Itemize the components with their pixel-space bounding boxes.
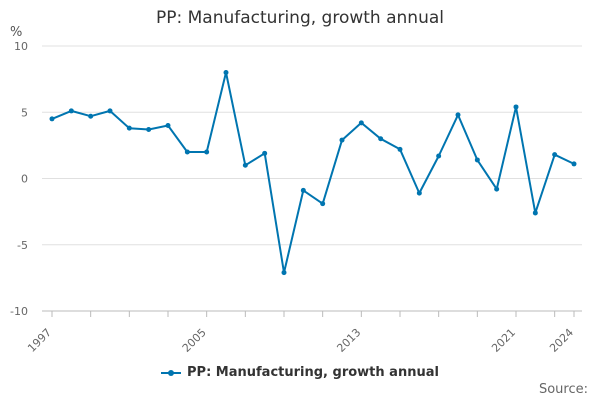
- y-tick-label: -5: [17, 239, 28, 252]
- data-point: [204, 149, 210, 155]
- data-point: [436, 153, 442, 159]
- data-point: [552, 152, 558, 158]
- y-axis-label: %: [10, 25, 22, 40]
- data-point: [68, 108, 74, 114]
- data-point: [513, 104, 519, 110]
- data-point: [378, 136, 384, 142]
- data-point: [262, 150, 268, 156]
- data-point: [107, 108, 113, 114]
- data-point: [358, 120, 364, 126]
- legend-swatch: [161, 368, 182, 378]
- x-tick-label: 2024: [547, 326, 576, 355]
- data-point: [455, 112, 461, 118]
- data-point: [339, 137, 345, 143]
- y-tick-label: 0: [21, 173, 28, 186]
- data-point: [532, 210, 538, 216]
- data-point: [223, 70, 229, 75]
- data-point: [88, 113, 94, 119]
- y-tick-label: 10: [14, 40, 28, 53]
- legend-label: PP: Manufacturing, growth annual: [187, 365, 439, 380]
- x-tick-label: 2013: [334, 326, 363, 355]
- legend: PP: Manufacturing, growth annual: [0, 365, 600, 380]
- chart-title: PP: Manufacturing, growth annual: [156, 8, 444, 28]
- source-label: Source:: [538, 382, 588, 397]
- data-point: [165, 123, 171, 128]
- data-point: [184, 149, 190, 155]
- y-tick-label: -10: [10, 305, 28, 318]
- data-point: [416, 190, 422, 196]
- data-point: [474, 157, 480, 163]
- data-point: [281, 270, 287, 276]
- x-tick-label: 2005: [180, 326, 209, 355]
- data-point: [494, 186, 500, 192]
- data-point: [320, 201, 326, 207]
- y-tick-label: 5: [21, 106, 28, 119]
- data-point: [49, 116, 55, 122]
- data-point: [242, 162, 248, 168]
- data-point: [397, 146, 403, 152]
- x-tick-label: 1997: [25, 326, 54, 355]
- data-point: [571, 161, 577, 167]
- x-tick-label: 2021: [489, 326, 518, 355]
- data-point: [300, 187, 306, 193]
- data-point: [146, 126, 152, 132]
- series-line: [51, 71, 575, 274]
- data-point: [126, 125, 132, 131]
